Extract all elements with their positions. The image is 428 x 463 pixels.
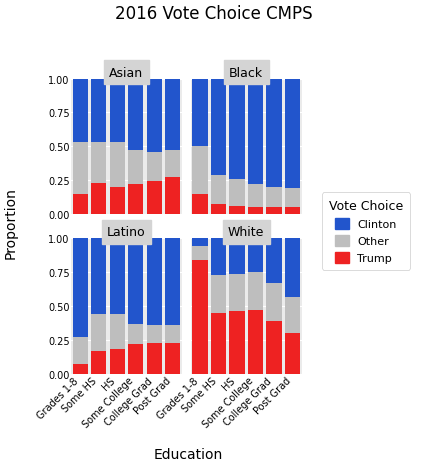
Bar: [229, 79, 244, 179]
Bar: [193, 247, 208, 260]
Bar: [211, 313, 226, 374]
Bar: [193, 147, 208, 194]
Bar: [91, 183, 106, 214]
Bar: [128, 151, 143, 185]
Bar: [211, 275, 226, 313]
Bar: [266, 239, 282, 283]
Bar: [110, 239, 125, 314]
Bar: [165, 79, 180, 151]
Bar: [91, 314, 106, 351]
Bar: [146, 239, 162, 325]
Bar: [146, 79, 162, 152]
Bar: [266, 79, 282, 188]
Bar: [248, 310, 263, 374]
Bar: [73, 143, 88, 194]
Bar: [110, 350, 125, 374]
Bar: [146, 152, 162, 182]
Bar: [193, 79, 208, 147]
Bar: [266, 208, 282, 214]
Bar: [193, 239, 208, 247]
Bar: [110, 79, 125, 143]
Bar: [285, 208, 300, 214]
Bar: [229, 239, 244, 274]
Bar: [128, 79, 143, 151]
Bar: [91, 239, 106, 314]
Title: Latino: Latino: [107, 226, 146, 239]
Bar: [73, 79, 88, 143]
Bar: [73, 338, 88, 364]
Bar: [128, 185, 143, 214]
Bar: [165, 239, 180, 325]
Bar: [285, 189, 300, 208]
Bar: [266, 283, 282, 321]
Bar: [91, 143, 106, 183]
Bar: [266, 188, 282, 208]
Title: White: White: [228, 226, 265, 239]
Bar: [266, 321, 282, 374]
Bar: [165, 343, 180, 374]
Legend: Clinton, Other, Trump: Clinton, Other, Trump: [322, 193, 410, 270]
Bar: [128, 239, 143, 324]
Bar: [165, 325, 180, 343]
Bar: [229, 312, 244, 374]
Bar: [211, 239, 226, 275]
Bar: [248, 208, 263, 214]
Bar: [128, 324, 143, 344]
Bar: [229, 274, 244, 312]
Bar: [211, 205, 226, 214]
Bar: [193, 260, 208, 374]
Bar: [110, 314, 125, 350]
Bar: [285, 239, 300, 297]
Bar: [146, 325, 162, 343]
Text: Proportion: Proportion: [4, 187, 18, 258]
Bar: [285, 333, 300, 374]
Bar: [91, 351, 106, 374]
Title: Black: Black: [229, 66, 263, 79]
Bar: [193, 194, 208, 214]
Bar: [248, 185, 263, 208]
Bar: [211, 175, 226, 205]
Bar: [285, 297, 300, 333]
Bar: [229, 179, 244, 206]
Bar: [146, 182, 162, 214]
Bar: [285, 79, 300, 189]
Bar: [211, 79, 226, 175]
Bar: [165, 151, 180, 178]
Text: Education: Education: [154, 447, 223, 461]
Bar: [73, 364, 88, 374]
Bar: [229, 206, 244, 214]
Bar: [165, 178, 180, 214]
Bar: [73, 194, 88, 214]
Text: 2016 Vote Choice CMPS: 2016 Vote Choice CMPS: [115, 5, 313, 23]
Bar: [146, 343, 162, 374]
Bar: [110, 143, 125, 188]
Bar: [110, 188, 125, 214]
Bar: [248, 273, 263, 310]
Bar: [248, 239, 263, 273]
Bar: [91, 79, 106, 143]
Bar: [73, 239, 88, 338]
Bar: [248, 79, 263, 185]
Title: Asian: Asian: [110, 66, 143, 79]
Bar: [128, 344, 143, 374]
